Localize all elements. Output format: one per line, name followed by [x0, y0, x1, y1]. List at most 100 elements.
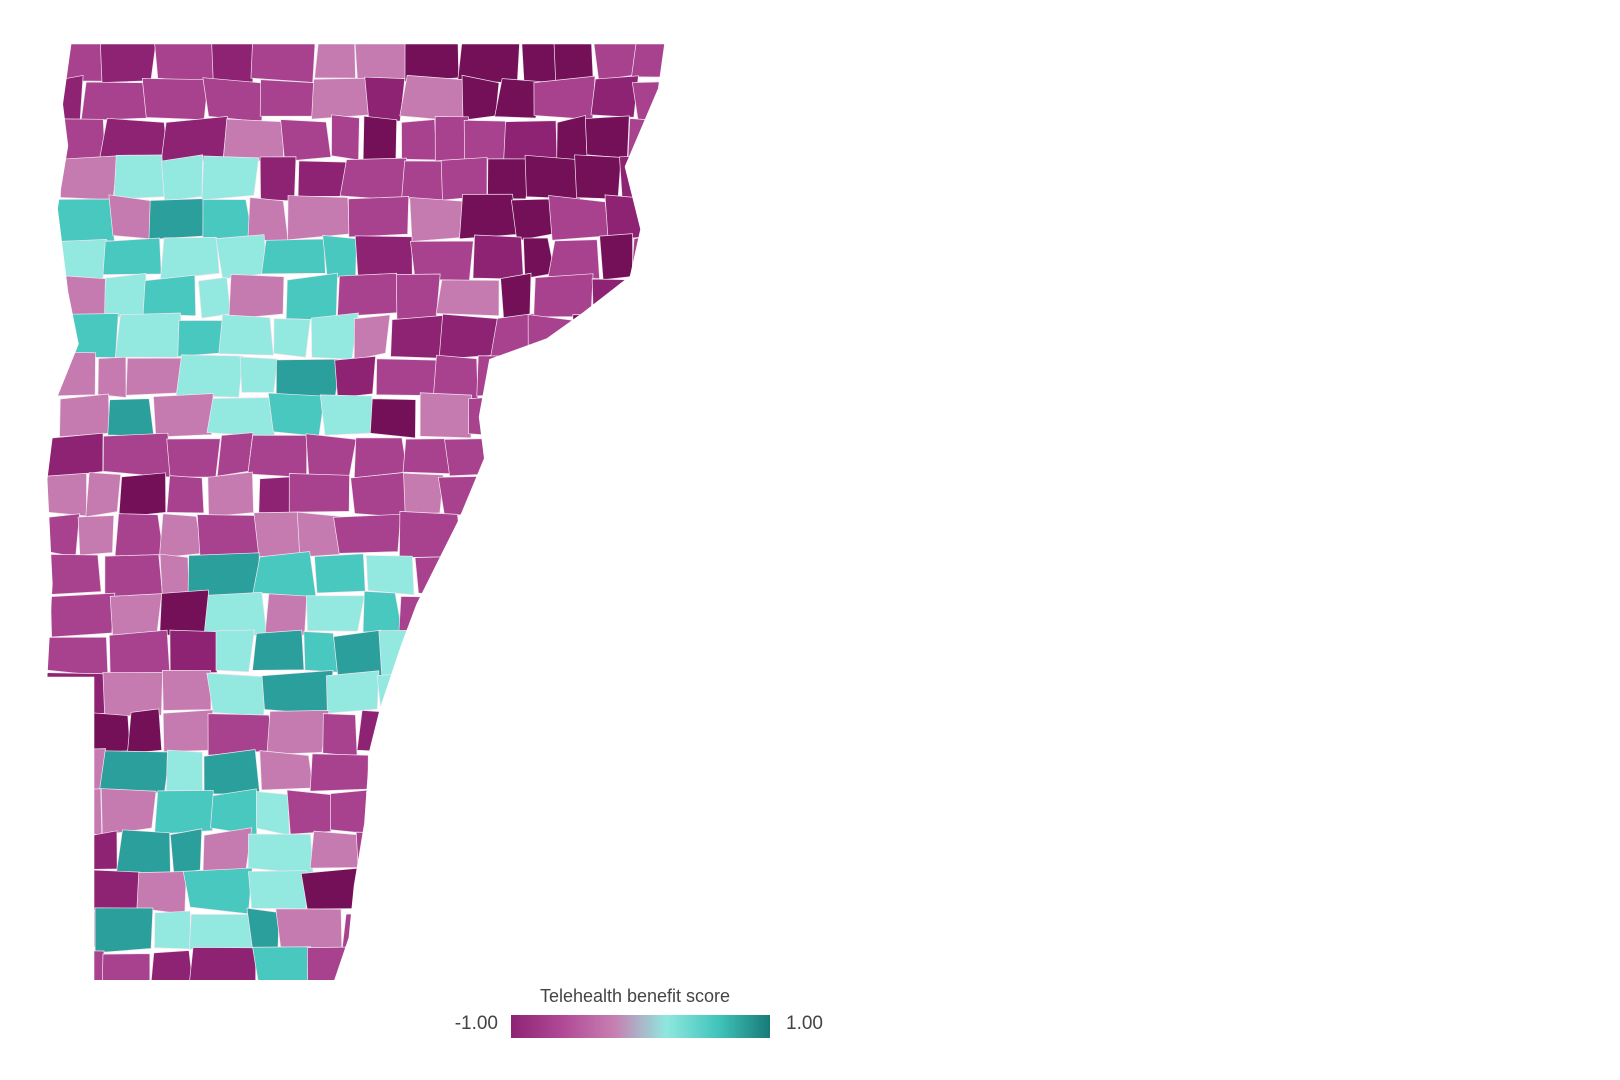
- town-region: [46, 432, 104, 480]
- town-region: [52, 118, 106, 161]
- town-region: [247, 434, 308, 478]
- town-region: [459, 832, 502, 875]
- town-region: [560, 911, 603, 951]
- choropleth-map: [46, 43, 666, 980]
- town-region: [396, 273, 441, 320]
- state-outline: [46, 43, 666, 980]
- town-region: [629, 474, 665, 516]
- town-region: [413, 709, 449, 754]
- town-region: [503, 120, 558, 162]
- town-region: [435, 279, 500, 317]
- town-region: [592, 43, 638, 81]
- town-region: [207, 471, 254, 518]
- town-region: [578, 394, 621, 439]
- town-region: [94, 907, 154, 954]
- town-region: [548, 708, 590, 757]
- town-region: [102, 672, 163, 717]
- town-region: [159, 553, 190, 599]
- town-region: [635, 947, 665, 980]
- town-region: [160, 154, 204, 202]
- town-region: [60, 155, 120, 201]
- town-region: [148, 198, 206, 240]
- town-region: [553, 590, 598, 634]
- town-region: [248, 870, 308, 910]
- town-region: [259, 79, 316, 117]
- town-region: [46, 553, 102, 596]
- town-region: [455, 515, 518, 559]
- town-region: [46, 950, 105, 980]
- town-region: [228, 273, 285, 320]
- town-region: [598, 830, 660, 876]
- town-region: [310, 312, 359, 360]
- town-region: [218, 314, 274, 356]
- town-region: [514, 516, 573, 558]
- town-region: [177, 320, 226, 357]
- town-region: [510, 198, 555, 242]
- town-region: [201, 155, 260, 201]
- town-region: [202, 827, 253, 874]
- town-region: [595, 633, 653, 677]
- town-region: [150, 950, 194, 980]
- town-region: [158, 513, 203, 559]
- town-region: [524, 154, 581, 200]
- town-region: [527, 314, 578, 358]
- town-region: [215, 234, 268, 280]
- legend-color-bar: [511, 1015, 770, 1038]
- town-region: [108, 629, 171, 675]
- town-region: [305, 595, 365, 632]
- town-region: [142, 274, 197, 317]
- town-region: [303, 631, 339, 673]
- town-region: [438, 313, 498, 360]
- town-region: [448, 589, 499, 633]
- town-region: [46, 672, 106, 716]
- town-region: [548, 195, 610, 241]
- town-region: [494, 78, 539, 119]
- town-region: [141, 78, 209, 121]
- town-region: [90, 830, 118, 870]
- town-region: [46, 830, 92, 875]
- town-region: [619, 155, 655, 199]
- town-region: [311, 77, 369, 120]
- town-region: [493, 828, 544, 874]
- town-region: [432, 673, 473, 715]
- town-region: [595, 668, 645, 715]
- town-region: [118, 472, 167, 518]
- town-region: [100, 788, 157, 836]
- town-region: [600, 432, 660, 474]
- town-region: [169, 828, 203, 875]
- town-region: [572, 314, 618, 360]
- town-region: [348, 196, 410, 238]
- town-region: [469, 674, 519, 712]
- town-region: [319, 394, 375, 436]
- town-region: [362, 590, 403, 633]
- town-region: [589, 473, 637, 517]
- town-region: [202, 199, 254, 241]
- town-region: [175, 354, 244, 398]
- town-region: [595, 908, 638, 951]
- town-region: [590, 713, 622, 757]
- town-region: [444, 438, 498, 477]
- town-region: [398, 946, 437, 980]
- town-region: [488, 712, 552, 757]
- town-region: [533, 75, 596, 120]
- town-region: [198, 276, 231, 319]
- town-region: [463, 119, 508, 163]
- town-region: [60, 748, 106, 795]
- town-region: [461, 74, 500, 121]
- town-region: [433, 354, 479, 400]
- town-region: [207, 713, 275, 756]
- town-region: [631, 43, 665, 78]
- town-region: [259, 750, 314, 791]
- town-region: [264, 593, 308, 636]
- town-region: [113, 154, 165, 200]
- town-region: [369, 754, 434, 797]
- town-region: [54, 352, 96, 397]
- town-region: [573, 751, 628, 797]
- town-region: [442, 868, 495, 913]
- legend-title: Telehealth benefit score: [539, 986, 731, 1006]
- town-region: [403, 472, 444, 516]
- town-region: [489, 437, 557, 480]
- town-region: [126, 708, 163, 754]
- town-region: [261, 669, 334, 716]
- town-region: [489, 313, 535, 360]
